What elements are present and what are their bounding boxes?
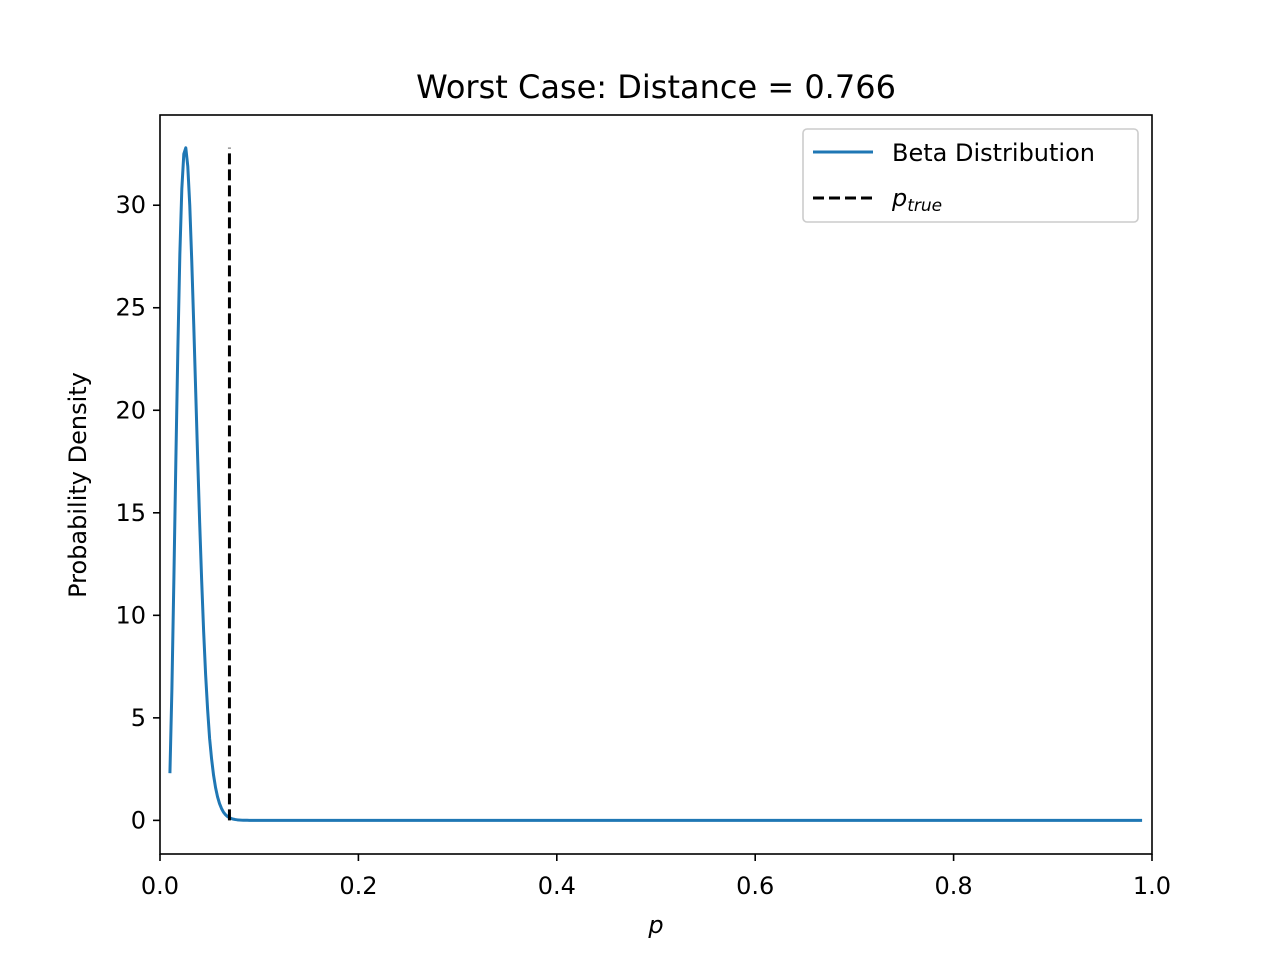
plot-frame	[159, 114, 1153, 855]
series-layer	[168, 146, 1143, 822]
plot-area	[160, 115, 1152, 854]
chart-title: Worst Case: Distance = 0.766	[416, 68, 896, 106]
y-axis-label: Probability Density	[64, 372, 92, 598]
legend-label-p-true-sub: true	[907, 196, 942, 216]
x-tick-label: 0.6	[736, 872, 774, 900]
legend: Beta Distribution ptrue	[802, 128, 1139, 223]
x-tick-label: 1.0	[1133, 872, 1171, 900]
x-tick-label: 0.0	[141, 872, 179, 900]
legend-label-p-true-main: p	[891, 184, 907, 212]
x-tick-label: 0.2	[339, 872, 377, 900]
y-axis-ticks: 0 5 10 15 20 25 30	[115, 191, 160, 834]
legend-label-beta: Beta Distribution	[892, 139, 1095, 167]
y-tick-label: 5	[131, 704, 146, 732]
y-tick-label: 20	[115, 396, 146, 424]
legend-box	[802, 128, 1139, 223]
y-tick-label: 30	[115, 191, 146, 219]
x-axis-label: p	[647, 911, 663, 939]
y-tick-label: 25	[115, 294, 146, 322]
y-tick-label: 15	[115, 499, 146, 527]
legend-label-p-true: ptrue	[891, 184, 942, 216]
series-line-beta-distribution	[168, 146, 1143, 822]
x-tick-label: 0.8	[935, 872, 973, 900]
y-tick-label: 0	[131, 806, 146, 834]
x-tick-label: 0.4	[538, 872, 576, 900]
x-axis-ticks: 0.0 0.2 0.4 0.6 0.8 1.0	[141, 854, 1171, 900]
y-tick-label: 10	[115, 601, 146, 629]
